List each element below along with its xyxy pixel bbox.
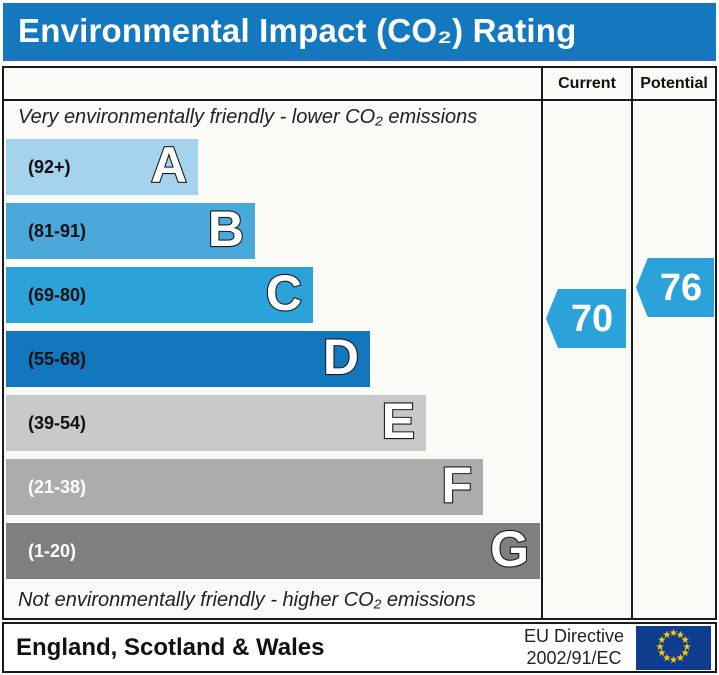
page-title: Environmental Impact (CO₂) Rating	[18, 11, 577, 49]
band-letter: G	[489, 521, 530, 577]
band-c: (69-80) C	[6, 267, 313, 323]
caption-bottom: Not environmentally friendly - higher CO…	[18, 589, 476, 611]
band-range: (21-38)	[28, 476, 87, 497]
current-rating-value: 70	[570, 297, 614, 340]
band-range: (39-54)	[28, 412, 87, 433]
band-letter: D	[322, 329, 360, 385]
band-b: (81-91) B	[6, 203, 255, 259]
caption-top: Very environmentally friendly - lower CO…	[18, 106, 478, 128]
band-range: (1-20)	[28, 540, 77, 561]
band-f: (21-38) F	[6, 459, 483, 515]
band-g: (1-20) G	[6, 523, 540, 579]
potential-rating-value: 76	[659, 266, 703, 309]
region-label: England, Scotland & Wales	[16, 633, 325, 661]
rating-table: Current Potential Very environmentally f…	[2, 66, 717, 620]
eu-directive-line1: EU Directive	[523, 625, 624, 646]
current-column-divider	[541, 68, 543, 618]
potential-rating-arrow: 76	[636, 258, 714, 317]
potential-column-divider	[631, 68, 633, 618]
band-range: (55-68)	[28, 348, 87, 369]
column-header-current: Current	[558, 74, 616, 92]
band-range: (92+)	[28, 156, 71, 177]
band-letter: A	[150, 137, 188, 193]
footer: England, Scotland & Wales EU Directive 2…	[2, 622, 717, 673]
current-rating-arrow: 70	[546, 289, 626, 348]
eu-directive-label: EU Directive 2002/91/EC	[524, 626, 624, 669]
band-letter: E	[381, 393, 417, 449]
band-e: (39-54) E	[6, 395, 426, 451]
band-d: (55-68) D	[6, 331, 370, 387]
title-bar: Environmental Impact (CO₂) Rating	[3, 3, 716, 61]
band-letter: B	[207, 201, 245, 257]
band-a: (92+) A	[6, 139, 198, 195]
band-letter: F	[440, 457, 473, 513]
eu-directive-line2: 2002/91/EC	[526, 647, 622, 668]
band-letter: C	[265, 265, 303, 321]
header-row-divider	[4, 99, 715, 101]
band-range: (81-91)	[28, 220, 87, 241]
eu-star-icon	[662, 631, 671, 641]
band-range: (69-80)	[28, 284, 87, 305]
column-header-potential: Potential	[640, 74, 708, 92]
eu-flag-icon	[636, 625, 711, 670]
